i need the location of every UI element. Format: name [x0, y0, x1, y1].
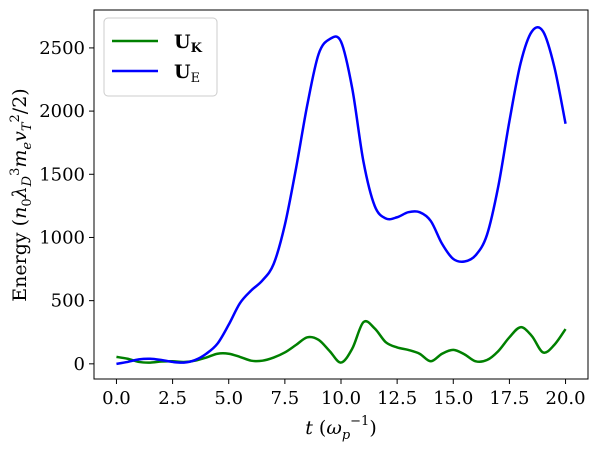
x-tick-label: 17.5	[489, 388, 529, 409]
x-tick-label: 15.0	[433, 388, 473, 409]
y-tick-label: 0	[74, 354, 85, 375]
y-axis-label: Energy (n0λD3mevT2/2)	[8, 88, 35, 301]
y-tick-label: 1000	[39, 227, 85, 248]
x-tick-label: 10.0	[321, 388, 361, 409]
x-axis-label: t (ωp−1)	[305, 414, 377, 443]
x-axis-ticks: 0.0 2.5 5.0 7.5 10.0 12.5 15.0 17.5 20.0	[102, 379, 586, 409]
x-tick-label: 20.0	[546, 388, 586, 409]
series-layer	[116, 26, 567, 366]
y-tick-label: 1500	[39, 164, 85, 185]
legend: UK UE	[103, 17, 218, 97]
x-tick-label: 5.0	[214, 388, 243, 409]
x-tick-label: 7.5	[271, 388, 300, 409]
x-tick-label: 0.0	[102, 388, 131, 409]
y-tick-label: 2500	[39, 38, 85, 59]
series-line-ue	[116, 26, 567, 366]
x-tick-label: 2.5	[158, 388, 187, 409]
legend-box	[103, 17, 218, 97]
y-tick-label: 2000	[39, 101, 85, 122]
x-tick-label: 12.5	[377, 388, 417, 409]
y-tick-label: 500	[51, 291, 85, 312]
y-axis-ticks: 0 500 1000 1500 2000 2500	[39, 38, 94, 375]
